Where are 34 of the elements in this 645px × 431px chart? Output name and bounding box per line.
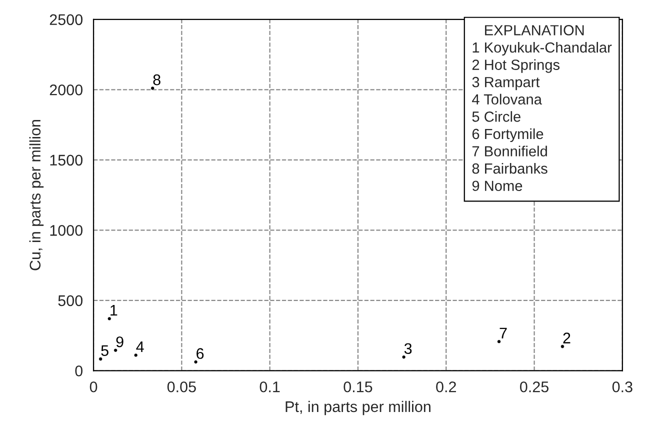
x-tick-label: 0.15	[344, 381, 372, 392]
x-axis-title: Pt, in parts per million	[286, 400, 430, 416]
annotation: 8	[153, 74, 160, 86]
annotation: 9	[116, 336, 124, 348]
annotation: 3	[404, 343, 412, 354]
x-tick-label: 0	[90, 381, 98, 392]
annotation: 9 Nome	[472, 180, 522, 192]
annotation: 2 Hot Springs	[472, 59, 560, 73]
annotation: 3 Rampart	[472, 76, 540, 90]
annotation: 2	[563, 332, 570, 344]
annotation: 5	[101, 345, 108, 356]
annotation: 7	[500, 328, 507, 338]
annotation: 1	[110, 304, 118, 316]
x-tick-label: 0.05	[167, 381, 196, 392]
y-tick-label: 500	[58, 295, 83, 306]
annotation: 6 Fortymile	[472, 128, 544, 142]
y-tick-label: 2500	[50, 14, 83, 26]
x-tick-label: 0.3	[612, 381, 632, 392]
annotation: 5 Circle	[472, 111, 520, 122]
x-tick-label: 0.1	[260, 381, 280, 392]
annotation: 1 Koyukuk-Chandalar	[472, 42, 612, 56]
y-tick-label: 0	[75, 366, 83, 376]
y-tick-label: 1000	[50, 225, 83, 236]
x-tick-label: 0.2	[436, 381, 456, 392]
legend-title: EXPLANATION	[485, 25, 584, 36]
annotation: 8 Fairbanks	[472, 163, 548, 174]
y-tick-label: 1500	[50, 154, 83, 166]
annotation: 7 Bonnifield	[472, 146, 547, 156]
annotation: 4	[136, 342, 144, 352]
annotation: 6	[196, 348, 204, 359]
x-tick-label: 0.25	[520, 381, 549, 392]
y-tick-label: 2000	[50, 84, 83, 96]
y-axis-title: Cu, in parts per million	[29, 120, 44, 270]
annotation: 4 Tolovana	[472, 94, 542, 105]
